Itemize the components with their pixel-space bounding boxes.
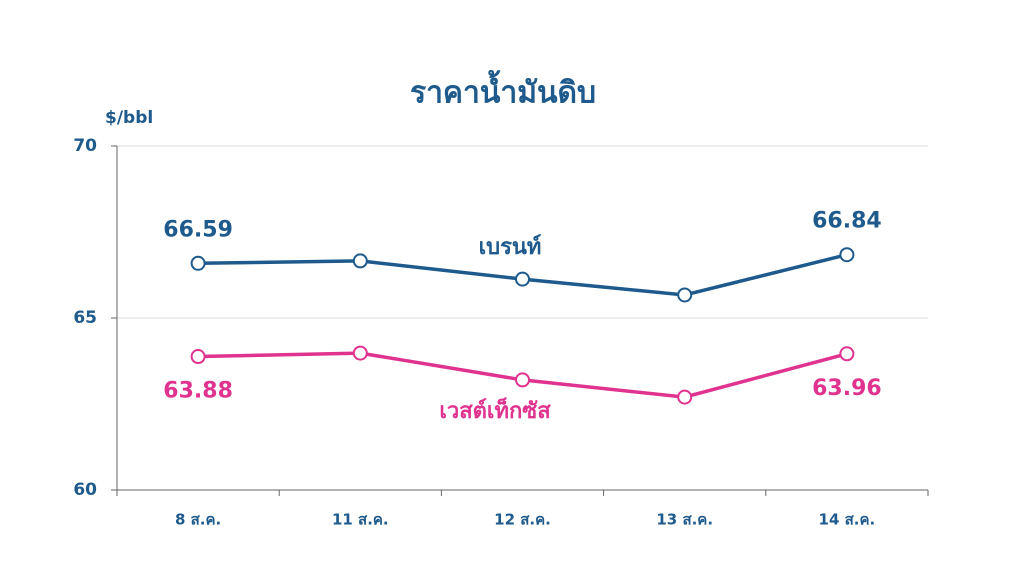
chart-title: ราคาน้ำมันดิบ	[410, 70, 596, 111]
point-marker	[190, 349, 206, 365]
y-tick-label: 65	[73, 308, 97, 328]
point-marker	[352, 345, 368, 361]
x-tick-label: 8 ส.ค.	[175, 511, 221, 529]
series-name: เวสต์เท็กซัส	[439, 396, 551, 424]
point-marker	[190, 255, 206, 271]
data-label: 66.59	[163, 217, 233, 242]
data-label: 66.84	[812, 209, 882, 234]
data-label: 63.88	[163, 379, 233, 404]
x-tick-label: 11 ส.ค.	[332, 511, 389, 529]
point-marker	[677, 389, 693, 405]
point-marker	[839, 346, 855, 362]
y-tick-label: 70	[73, 136, 97, 156]
point-marker	[515, 372, 530, 388]
x-tick-label: 12 ส.ค.	[494, 511, 551, 529]
point-marker	[839, 247, 855, 263]
x-tick-label: 13 ส.ค.	[656, 511, 713, 529]
series-name: เบรนท์	[479, 234, 542, 260]
data-label: 63.96	[812, 376, 882, 401]
point-marker	[677, 287, 693, 303]
point-marker	[352, 253, 368, 269]
point-marker	[515, 271, 530, 287]
y-axis-label: $/bbl	[105, 108, 153, 128]
x-tick-label: 14 ส.ค.	[819, 511, 876, 529]
y-tick-label: 60	[73, 480, 97, 500]
